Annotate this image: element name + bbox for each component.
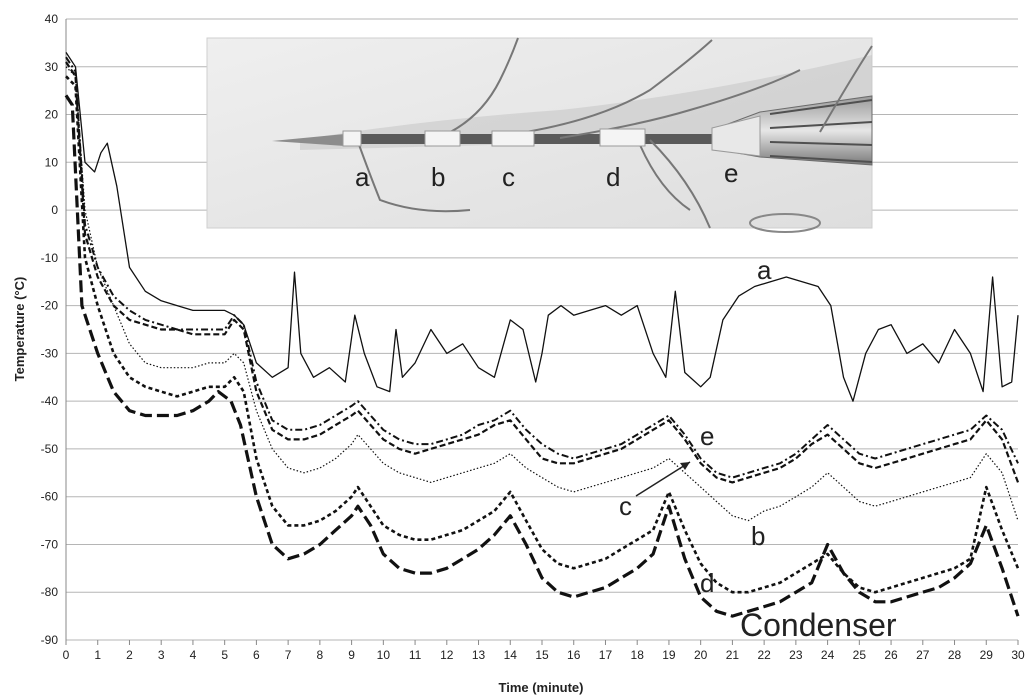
x-tick-label: 14 [504,648,518,662]
annotation-condenser: Condenser [740,607,897,643]
x-tick-label: 29 [980,648,994,662]
y-tick-label: 10 [45,155,59,169]
x-tick-label: 20 [694,648,708,662]
x-tick-label: 10 [377,648,391,662]
x-tick-label: 3 [158,648,165,662]
annotation-d: d [700,568,714,598]
series-lines [64,52,1020,618]
needle-shaft [345,134,725,144]
y-tick-label: -20 [41,299,59,313]
y-tick-label: -60 [41,490,59,504]
x-tick-label: 4 [190,648,197,662]
y-tick-label: -50 [41,442,59,456]
y-tick-label: 30 [45,60,59,74]
annotation-e: e [700,421,714,451]
needle-tip [272,134,345,146]
annotation-b: b [751,521,765,551]
photo-label-e: e [724,158,738,188]
thermocouple-junctions [342,115,761,157]
x-tick-label: 17 [599,648,613,662]
x-tick-label: 6 [253,648,260,662]
x-tick-label: 15 [535,648,549,662]
x-tick-label: 1 [94,648,101,662]
x-tick-label: 16 [567,648,581,662]
annotation-c: c [619,491,632,521]
photo-label-c: c [502,162,515,192]
y-tick-label: -40 [41,394,59,408]
thermocouple-wires [357,37,873,233]
annotation-a: a [757,255,772,285]
x-tick-label: 2 [126,648,133,662]
x-tick-label: 19 [662,648,676,662]
y-axis-ticks: 40 30 20 10 0 -10 -20 -30 -40 -50 -60 -70 -80 -90 [41,12,59,647]
x-tick-label: 26 [884,648,898,662]
x-tick-label: 9 [348,648,355,662]
series-line-2 [65,56,1019,479]
inset-photo: a b c d e [206,37,873,233]
photo-label-a: a [355,162,370,192]
x-tick-label: 18 [631,648,645,662]
x-axis-ticks: 0 1 2 3 4 5 6 7 8 9 10 11 12 13 14 15 16 17 18 19 20 21 22 23 24… [63,640,1025,662]
x-tick-label: 28 [948,648,962,662]
x-tick-label: 21 [726,648,740,662]
x-tick-label: 13 [472,648,486,662]
series-line-4 [65,61,1020,484]
series-line-0 [65,52,1019,402]
x-tick-label: 27 [916,648,930,662]
annotation-c-arrow [635,461,691,497]
photo-label-b: b [431,162,445,192]
y-axis-title: Temperature (°C) [12,277,27,382]
y-tick-label: -80 [41,585,59,599]
y-tick-label: -30 [41,346,59,360]
x-tick-label: 12 [440,648,454,662]
syringe-barrel [769,99,873,163]
y-tick-label: -10 [41,251,59,265]
x-axis-title: Time (minute) [499,680,584,695]
y-tick-label: 0 [51,203,58,217]
x-tick-label: 0 [63,648,70,662]
x-tick-label: 24 [821,648,835,662]
x-tick-label: 22 [757,648,771,662]
series-line-5 [64,94,1020,618]
y-tick-label: 40 [45,12,59,26]
x-tick-label: 25 [853,648,867,662]
photo-label-d: d [606,162,620,192]
x-tick-label: 30 [1011,648,1025,662]
x-tick-label: 8 [317,648,324,662]
x-tick-label: 5 [221,648,228,662]
y-tick-label: -70 [41,537,59,551]
y-tick-label: 20 [45,108,59,122]
y-tick-label: -90 [41,633,59,647]
x-tick-label: 11 [409,648,422,662]
x-tick-label: 7 [285,648,292,662]
x-tick-label: 23 [789,648,803,662]
annotation-c-arrowhead [680,462,690,470]
